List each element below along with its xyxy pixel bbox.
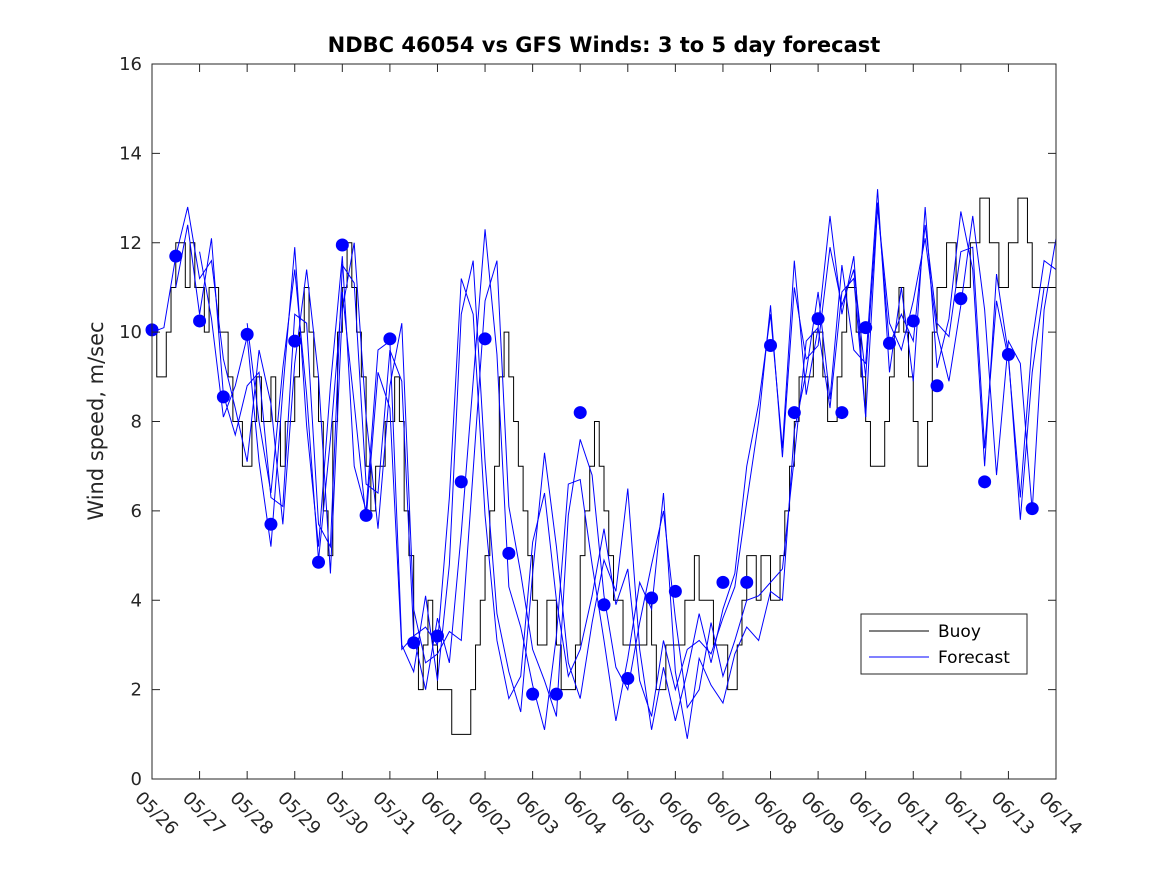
legend: Buoy Forecast <box>860 613 1028 675</box>
forecast-marker <box>573 406 587 420</box>
forecast-marker <box>716 575 730 589</box>
y-tick-label: 4 <box>131 590 142 611</box>
forecast-marker <box>264 517 278 531</box>
y-tick-label: 6 <box>131 501 142 522</box>
forecast-marker <box>764 339 778 353</box>
legend-box <box>860 613 1028 675</box>
chart-title: NDBC 46054 vs GFS Winds: 3 to 5 day fore… <box>328 33 881 57</box>
forecast-marker <box>597 598 611 612</box>
forecast-marker <box>240 327 254 341</box>
forecast-marker <box>407 636 421 650</box>
forecast-marker <box>906 314 920 328</box>
y-tick-label: 16 <box>119 54 142 75</box>
forecast-run-line <box>175 189 1045 739</box>
y-axis-label: Wind speed, m/sec <box>84 321 108 520</box>
forecast-marker <box>954 292 968 306</box>
forecast-marker <box>216 390 230 404</box>
forecast-marker <box>430 629 444 643</box>
forecast-marker <box>1001 347 1015 361</box>
forecast-marker <box>335 238 349 252</box>
y-tick-label: 0 <box>131 769 142 790</box>
forecast-marker <box>645 591 659 605</box>
forecast-marker <box>1025 502 1039 516</box>
forecast-marker <box>859 321 873 335</box>
forecast-marker <box>621 671 635 685</box>
y-tick-label: 2 <box>131 680 142 701</box>
plot-series-layer <box>152 189 1056 739</box>
forecast-marker <box>502 546 516 560</box>
forecast-marker <box>526 687 540 701</box>
y-tick-label: 12 <box>119 233 142 254</box>
forecast-marker <box>668 584 682 598</box>
forecast-run-line <box>199 215 867 730</box>
forecast-marker <box>359 508 373 522</box>
legend-buoy-label: Buoy <box>938 622 981 642</box>
forecast-marker <box>193 314 207 328</box>
forecast-marker <box>882 336 896 350</box>
forecast-marker <box>288 334 302 348</box>
legend-forecast-label: Forecast <box>938 648 1010 668</box>
y-tick-label: 8 <box>131 412 142 433</box>
forecast-marker <box>930 379 944 393</box>
forecast-marker <box>454 475 468 489</box>
forecast-marker <box>169 249 183 263</box>
forecast-marker <box>312 555 326 569</box>
forecast-marker <box>383 332 397 346</box>
forecast-marker <box>835 406 849 420</box>
forecast-marker <box>811 312 825 326</box>
forecast-run-line <box>246 202 1056 717</box>
y-tick-label: 10 <box>119 322 142 343</box>
forecast-marker <box>978 475 992 489</box>
forecast-marker <box>549 687 563 701</box>
forecast-run-line <box>152 206 1056 717</box>
y-tick-label: 14 <box>119 143 142 164</box>
forecast-marker <box>787 406 801 420</box>
y-axis: 0 2 4 6 8 10 12 14 16 <box>119 54 1056 790</box>
forecast-marker <box>478 332 492 346</box>
forecast-marker <box>740 575 754 589</box>
